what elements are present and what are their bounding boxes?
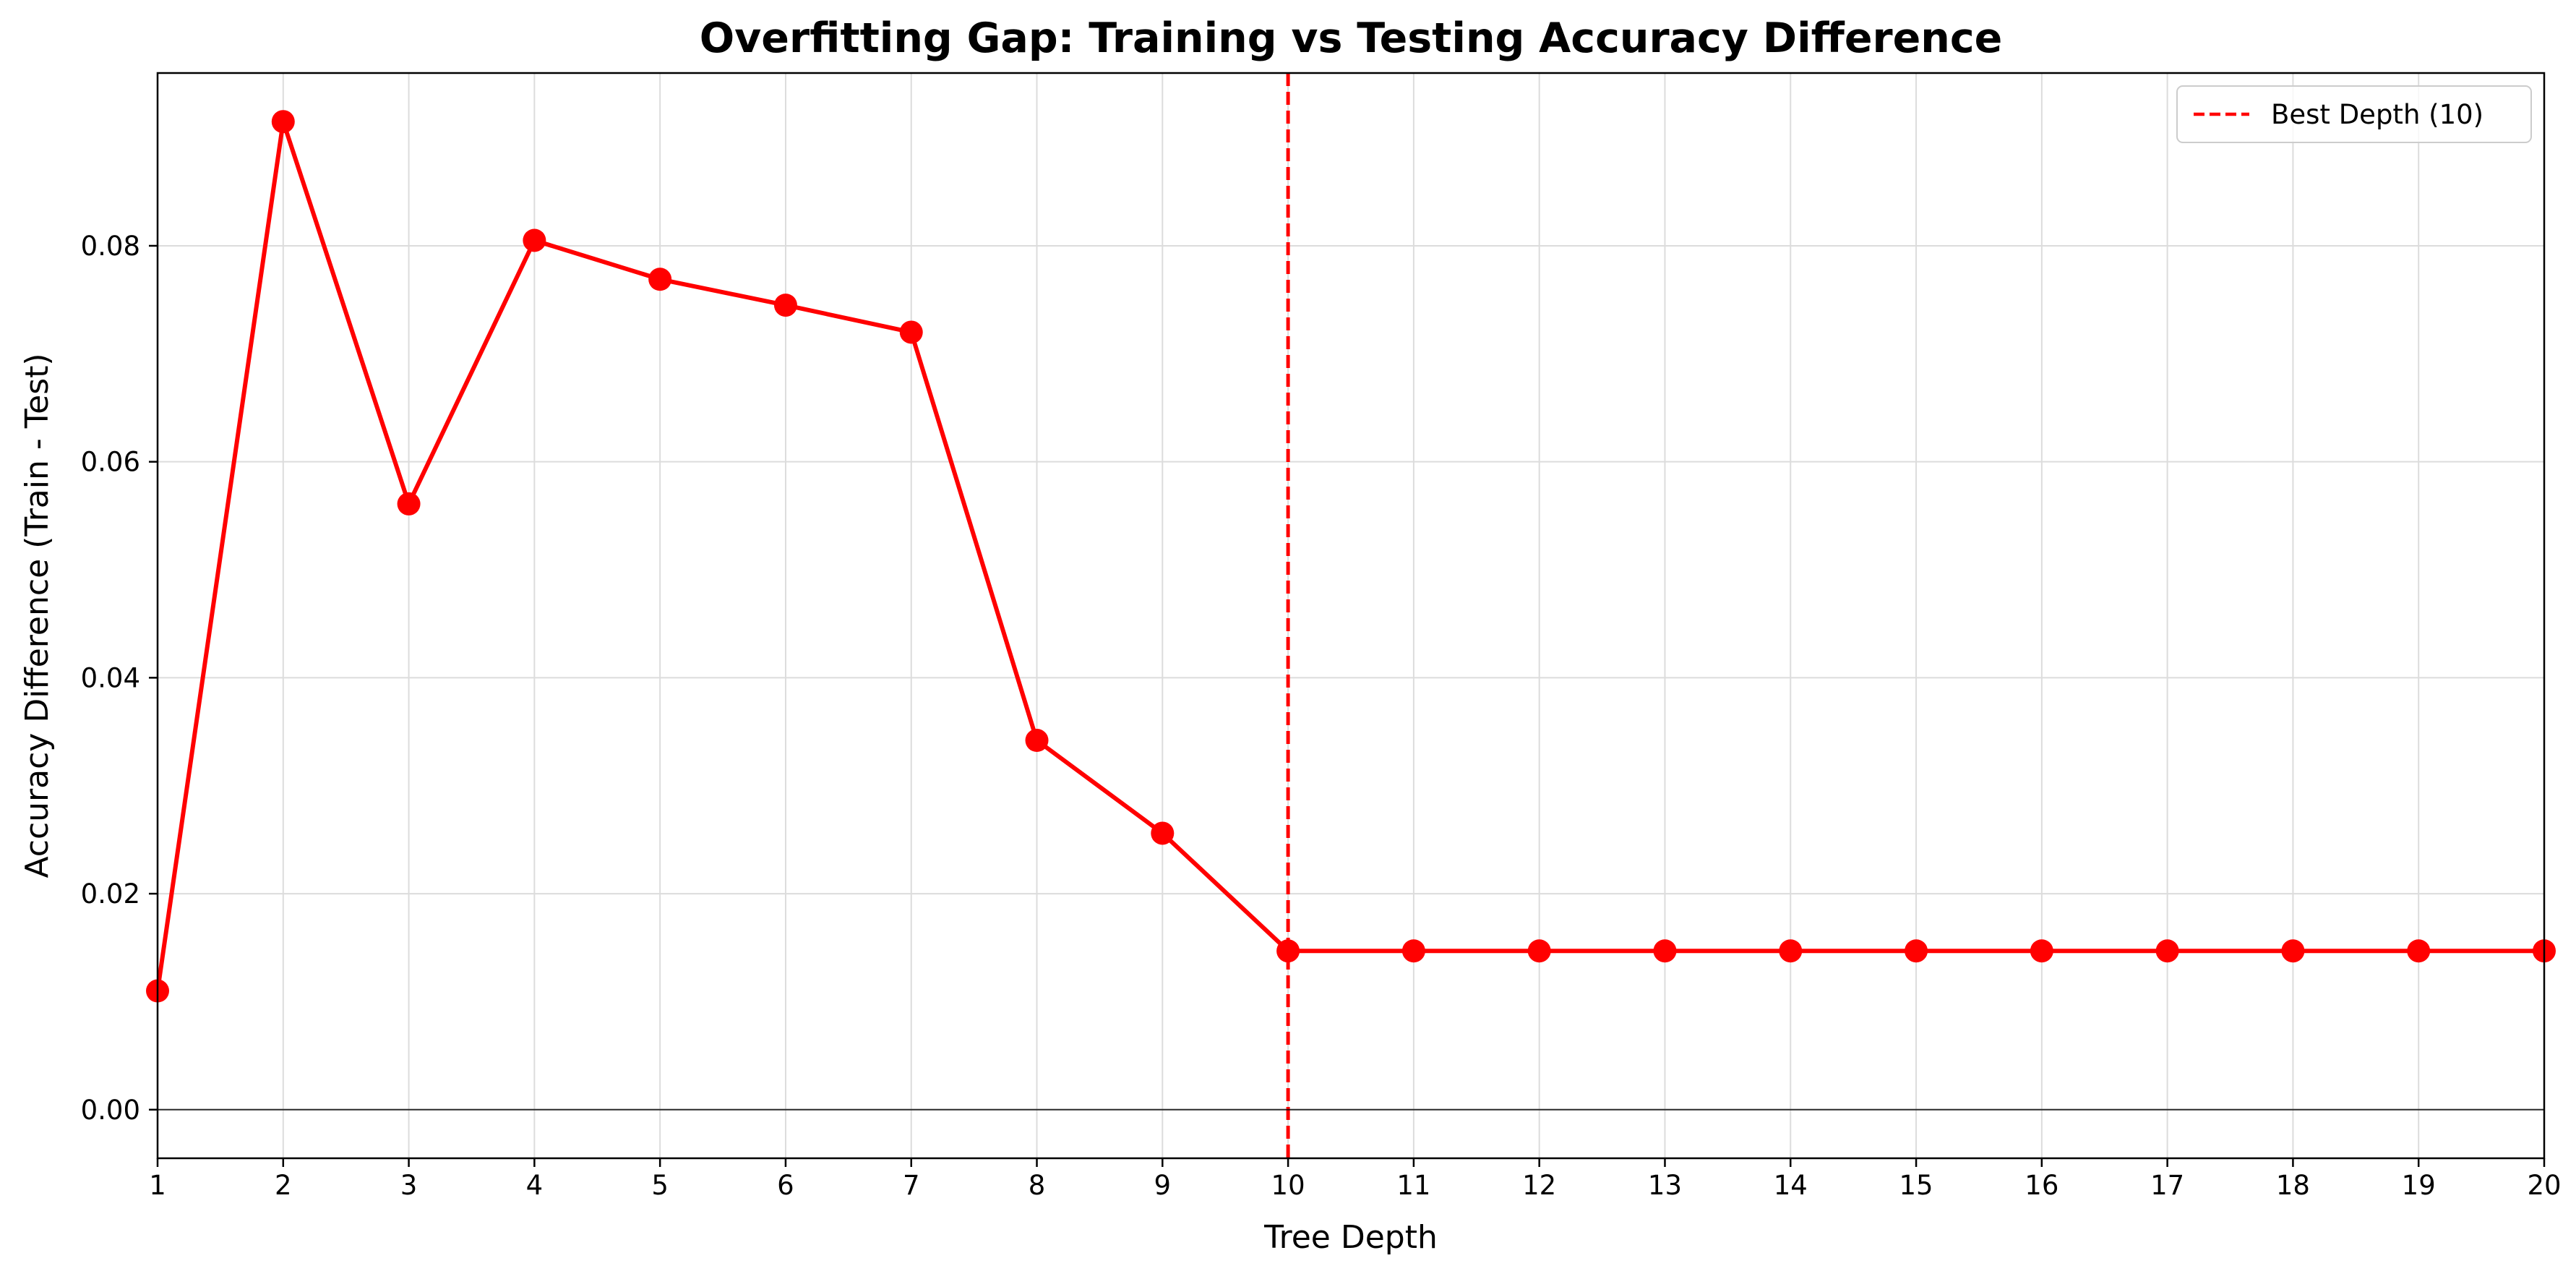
y-tick-label: 0.02 (81, 878, 140, 910)
data-point (523, 228, 546, 252)
x-tick-label: 9 (1154, 1170, 1172, 1201)
data-point (271, 110, 295, 134)
x-tick-label: 1 (149, 1170, 166, 1201)
x-tick-label: 2 (275, 1170, 292, 1201)
plot-frame (156, 72, 2546, 1160)
x-tick-label: 6 (777, 1170, 794, 1201)
data-point (1151, 821, 1175, 845)
data-point (1653, 939, 1677, 963)
x-tick-label: 5 (651, 1170, 669, 1201)
data-point (2030, 939, 2053, 963)
data-point (1527, 939, 1551, 963)
x-tick-label: 7 (903, 1170, 920, 1201)
x-tick-label: 13 (1648, 1170, 1682, 1201)
data-point (397, 492, 421, 516)
y-tick-label: 0.00 (81, 1095, 140, 1126)
chart-title: Overfitting Gap: Training vs Testing Acc… (700, 14, 2003, 62)
x-tick-label: 19 (2402, 1170, 2436, 1201)
data-point (1905, 939, 1928, 963)
series-layer (146, 110, 2556, 1003)
y-axis-ticks: 0.00 0.02 0.04 0.06 0.08 (81, 231, 158, 1126)
x-tick-label: 16 (2025, 1170, 2058, 1201)
x-tick-label: 11 (1396, 1170, 1430, 1201)
y-tick-label: 0.04 (81, 662, 140, 693)
x-tick-label: 15 (1899, 1170, 1933, 1201)
legend-box (2176, 85, 2532, 143)
data-point (1025, 729, 1049, 753)
data-point (648, 268, 672, 291)
data-point (2407, 939, 2431, 963)
y-tick-label: 0.08 (81, 231, 140, 262)
x-tick-label: 4 (526, 1170, 544, 1201)
data-point (773, 294, 797, 317)
y-tick-label: 0.06 (81, 447, 140, 478)
data-point (1276, 939, 1300, 963)
x-tick-label: 12 (1522, 1170, 1556, 1201)
x-tick-label: 3 (400, 1170, 418, 1201)
x-tick-label: 14 (1774, 1170, 1808, 1201)
legend: Best Depth (10) (2176, 85, 2532, 143)
data-point (1779, 939, 1803, 963)
series-line (155, 119, 2544, 991)
legend-entry-best-depth: Best Depth (10) (2271, 99, 2483, 130)
reference-lines (158, 73, 2544, 1158)
data-point (1401, 939, 1425, 963)
x-tick-label: 17 (2150, 1170, 2184, 1201)
x-axis-label: Tree Depth (1263, 1219, 1438, 1256)
data-point (2155, 939, 2179, 963)
x-tick-label: 20 (2527, 1170, 2561, 1201)
data-point (899, 320, 923, 344)
x-tick-label: 18 (2276, 1170, 2310, 1201)
x-tick-label: 8 (1029, 1170, 1046, 1201)
x-axis-ticks: 1 2 3 4 5 6 7 8 9 10 11 12 13 14 15 16 17 18 19 20 (149, 1158, 2562, 1201)
y-axis-label: Accuracy Difference (Train - Test) (19, 353, 56, 878)
x-tick-label: 10 (1271, 1170, 1305, 1201)
data-point (2281, 939, 2305, 963)
